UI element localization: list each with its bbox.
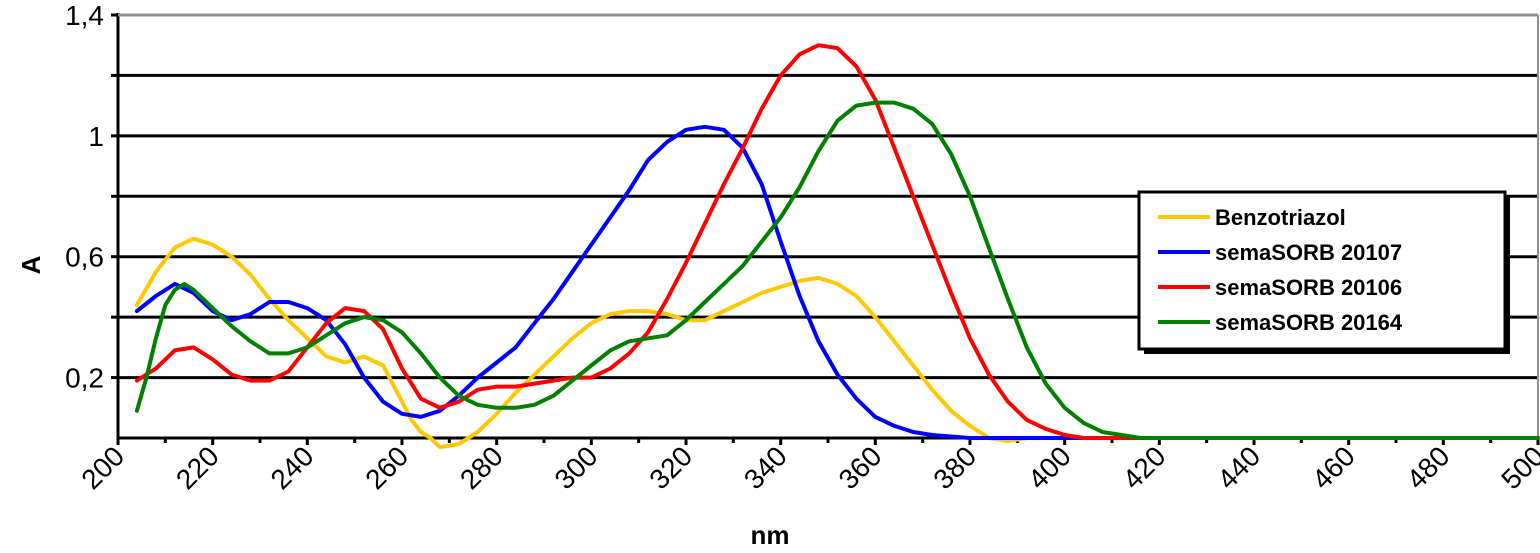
y-axis-title: A	[16, 255, 46, 274]
series-line-3	[134, 43, 1540, 440]
series-line-4	[134, 100, 1540, 440]
y-tick-label: 0,2	[65, 363, 104, 394]
series-line-1	[134, 236, 1540, 450]
legend-label: Benzotriazol	[1215, 205, 1346, 230]
series-lines	[134, 43, 1540, 450]
legend-label: semaSORB 20106	[1215, 275, 1402, 300]
series-line-2	[134, 124, 1540, 440]
legend-label: semaSORB 20164	[1215, 310, 1403, 335]
legend: Benzotriazol semaSORB 20107 semaSORB 20106…	[1137, 190, 1510, 354]
y-tick-label: 1,4	[65, 0, 104, 31]
y-tick-label: 1	[88, 121, 104, 152]
legend-label: semaSORB 20107	[1215, 240, 1402, 265]
y-tick-labels: 1,4 1 0,6 0,2	[65, 0, 104, 394]
y-tick-label: 0,6	[65, 242, 104, 273]
x-axis-title: nm	[751, 520, 790, 550]
